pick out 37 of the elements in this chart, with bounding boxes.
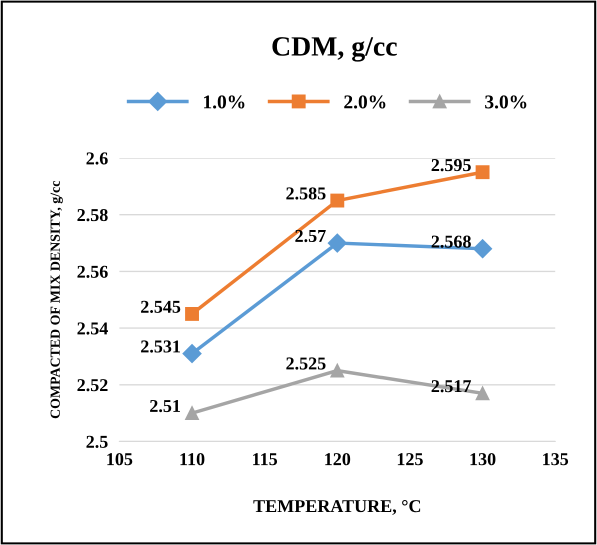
y-tick-label: 2.54 xyxy=(77,322,108,335)
y-tick-label: 2.52 xyxy=(77,379,108,392)
data-label: 2.595 xyxy=(432,159,471,172)
x-tick-label: 120 xyxy=(325,453,350,466)
y-tick-label: 2.6 xyxy=(86,152,108,165)
data-label: 2.51 xyxy=(150,400,180,412)
point xyxy=(476,165,490,180)
chart-title: CDM, g/cc xyxy=(272,37,397,62)
x-tick-label: 125 xyxy=(398,453,423,466)
data-label: 2.545 xyxy=(141,300,180,313)
y-tick-label: 2.5 xyxy=(86,436,108,448)
point xyxy=(182,344,202,364)
legend-label: 1.0% xyxy=(204,95,244,109)
x-tick-label: 105 xyxy=(107,453,132,466)
x-tick-label: 130 xyxy=(470,453,496,466)
data-label: 2.585 xyxy=(286,187,326,200)
data-label: 2.57 xyxy=(295,230,326,242)
point xyxy=(185,306,199,321)
data-label: 2.525 xyxy=(286,357,326,370)
point xyxy=(330,364,344,378)
point xyxy=(476,386,490,400)
x-tick-label: 135 xyxy=(543,453,568,466)
point xyxy=(473,239,492,258)
x-tick-label: 110 xyxy=(180,453,204,466)
data-label: 2.568 xyxy=(432,236,471,248)
point xyxy=(328,234,347,253)
x-axis-title: TEMPERATURE, °C xyxy=(253,500,420,515)
x-tick-label: 115 xyxy=(253,453,278,466)
point xyxy=(185,406,199,420)
y-axis-title: COMPACTED OF MIX DENSITY, g/cc xyxy=(50,180,63,418)
y-tick-label: 2.58 xyxy=(77,208,108,222)
y-tick-label: 2.56 xyxy=(77,266,108,278)
legend-label: 2.0% xyxy=(344,95,386,109)
point xyxy=(330,194,344,208)
data-label: 2.517 xyxy=(432,380,472,392)
data-label: 2.531 xyxy=(141,340,180,353)
legend-label: 3.0% xyxy=(485,95,526,109)
